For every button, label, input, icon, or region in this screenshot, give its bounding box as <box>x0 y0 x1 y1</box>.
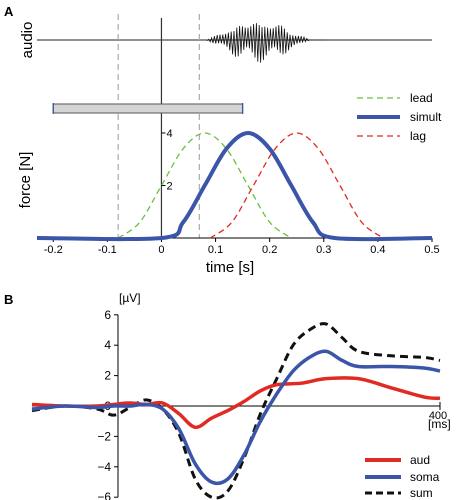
force-ylabel: force [N] <box>17 152 34 209</box>
panel-label-b: B <box>4 292 13 307</box>
panel-label-a: A <box>4 4 14 19</box>
x-tick-label: 0 <box>158 244 164 256</box>
audio-waveform <box>37 23 432 63</box>
x-tick-label: -0.2 <box>44 244 63 256</box>
x-tick-label: 0.2 <box>262 244 277 256</box>
uv-unit-label: [µV] <box>119 291 141 305</box>
x-tick-label: 400 <box>429 410 447 422</box>
series-soma <box>31 349 441 486</box>
panel-b-series <box>31 322 441 500</box>
gray-interval-bar <box>52 103 244 114</box>
y-tick-label: 4 <box>166 128 172 140</box>
x-tick-label: 0.5 <box>424 244 439 256</box>
y-tick-label: −2 <box>97 429 111 443</box>
legend-label-lag: lag <box>410 129 426 143</box>
x-tick-label: 0.4 <box>370 244 385 256</box>
y-tick-label: 6 <box>104 308 111 322</box>
audio-waveform-trace <box>205 23 325 63</box>
y-tick-label: −4 <box>97 460 111 474</box>
y-tick-label: 4 <box>104 338 111 352</box>
panel-a-legend: lead simult lag <box>357 91 442 143</box>
series-lag <box>209 132 384 239</box>
x-tick-label: -0.1 <box>98 244 117 256</box>
x-tick-label: 0.1 <box>208 244 223 256</box>
ms-unit-label: [ms] <box>428 417 451 431</box>
series-sum <box>31 322 441 500</box>
legend-label-simult: simult <box>410 110 442 124</box>
audio-ylabel: audio <box>19 22 36 59</box>
series-lead <box>117 132 292 239</box>
panel-a-axes: -0.2 -0.1 0 0.1 0.2 0.3 0.4 0.5 2 4 <box>37 14 440 256</box>
legend-label-soma: soma <box>410 470 440 484</box>
y-tick-label: 2 <box>104 369 111 383</box>
y-tick-label: −6 <box>97 490 111 500</box>
legend-label-lead: lead <box>410 91 433 105</box>
y-tick-label: 2 <box>166 181 172 193</box>
series-simult <box>36 131 433 242</box>
x-tick-label: 0.3 <box>316 244 331 256</box>
series-aud <box>31 376 441 430</box>
time-xlabel: time [s] <box>206 259 254 276</box>
legend-label-sum: sum <box>410 486 433 500</box>
panel-b-legend: aud soma sum <box>365 453 440 500</box>
legend-label-aud: aud <box>410 453 430 467</box>
panel-a-series <box>36 131 433 242</box>
panel-a-plot: audio force [N] time [s] -0.2 -0.1 0 0.1 0.2… <box>17 14 442 276</box>
